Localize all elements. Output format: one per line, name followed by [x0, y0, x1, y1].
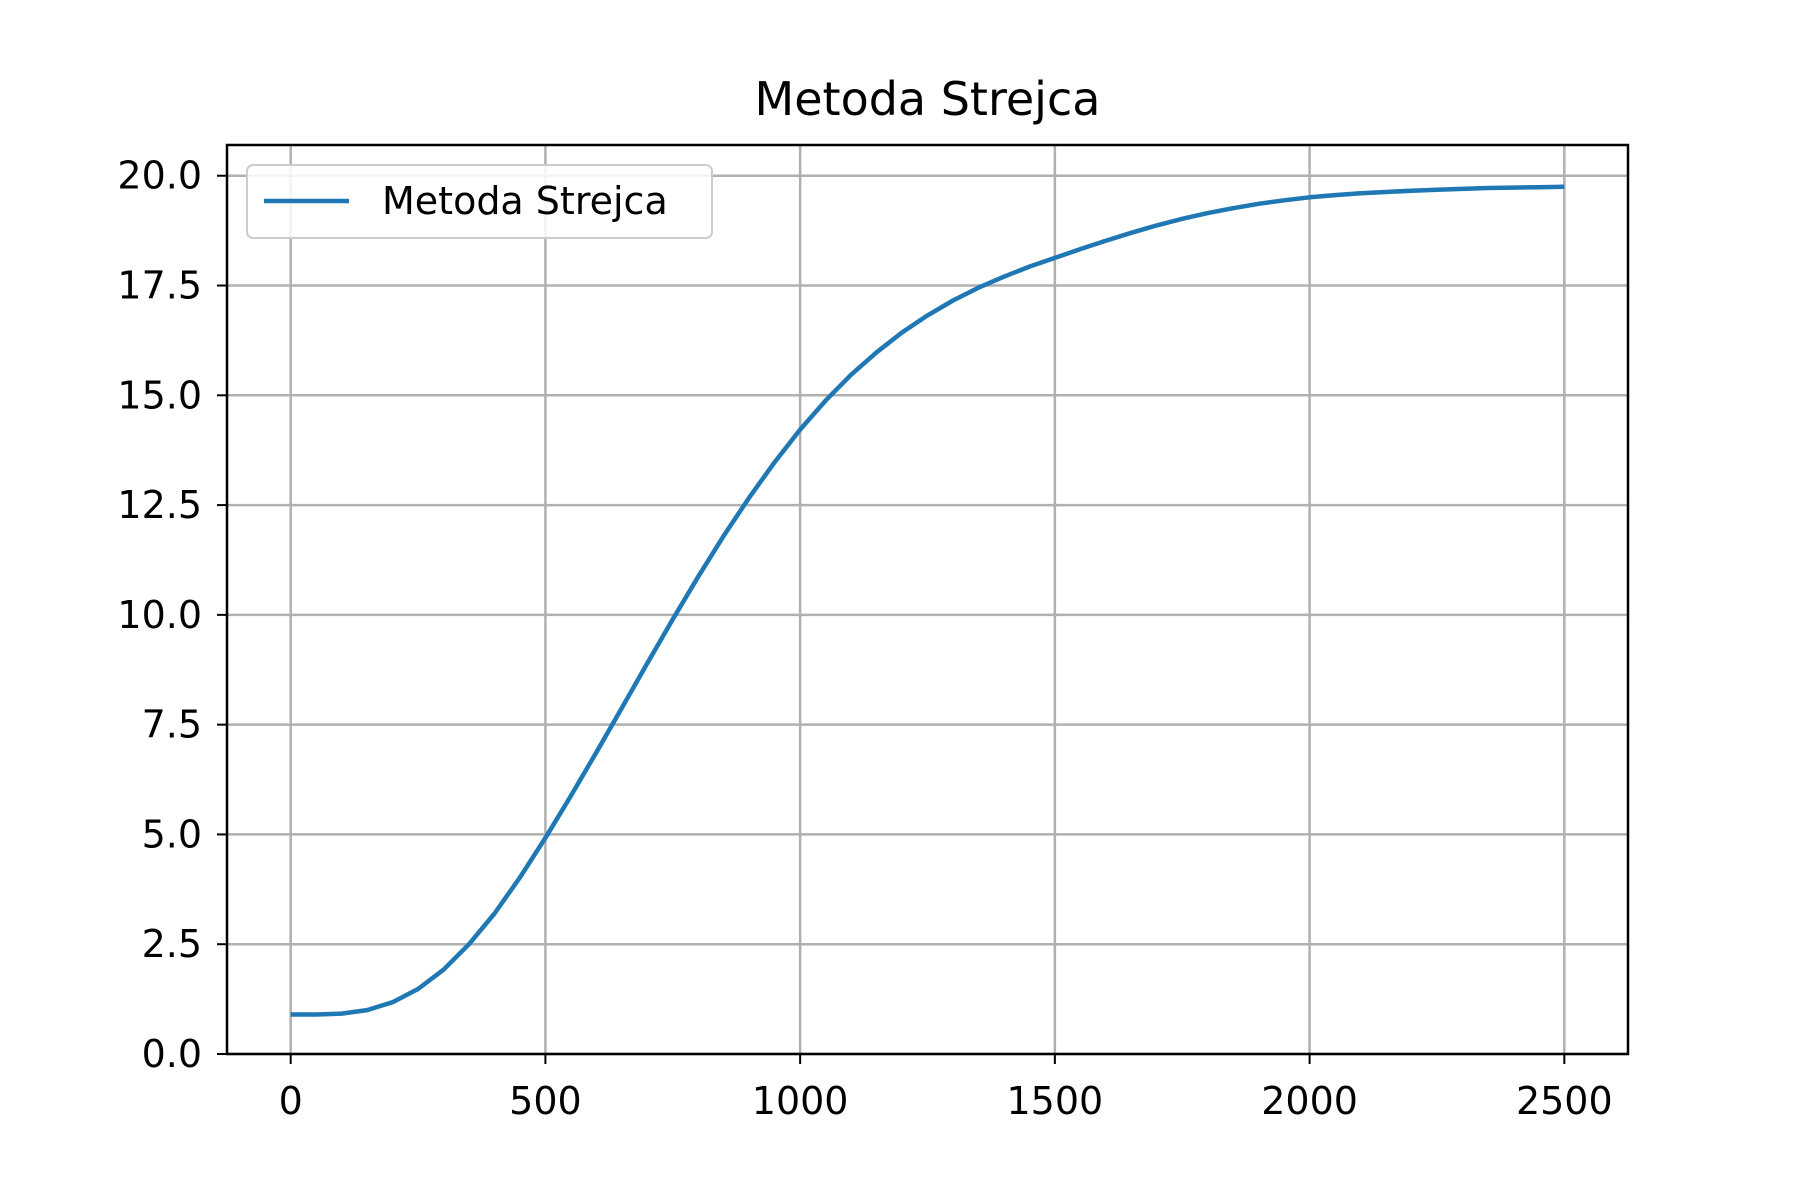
- grid: [227, 145, 1628, 1056]
- y-tick-label: 10.0: [117, 593, 202, 637]
- series-layer: [290, 184, 1565, 1017]
- y-tick-label: 12.5: [117, 483, 202, 527]
- y-tick-label: 7.5: [142, 703, 202, 747]
- y-tick-label: 0.0: [142, 1032, 202, 1076]
- y-tick-label: 15.0: [117, 373, 202, 417]
- y-axis: 0.0 2.5 5.0 7.5 10.0 12.5 15.0 17.5 20.0: [117, 154, 227, 1076]
- y-tick-label: 17.5: [117, 264, 202, 308]
- series-line: [290, 184, 1565, 1017]
- x-tick-label: 2500: [1516, 1079, 1613, 1123]
- legend-box: [246, 164, 713, 239]
- y-tick-label: 20.0: [117, 154, 202, 198]
- x-tick-label: 500: [509, 1079, 582, 1123]
- y-tick-label: 2.5: [142, 922, 202, 966]
- x-tick-label: 1500: [1007, 1079, 1104, 1123]
- x-axis: 0 500 1000 1500 2000 2500: [279, 1054, 1613, 1123]
- x-tick-label: 1000: [752, 1079, 849, 1123]
- y-tick-label: 5.0: [142, 812, 202, 856]
- chart-title: Metoda Strejca: [755, 72, 1101, 126]
- legend: Metoda Strejca: [246, 164, 713, 239]
- x-tick-label: 2000: [1261, 1079, 1358, 1123]
- legend-label: Metoda Strejca: [382, 179, 668, 223]
- x-tick-label: 0: [279, 1079, 303, 1123]
- axes-frame: [225, 143, 1630, 1056]
